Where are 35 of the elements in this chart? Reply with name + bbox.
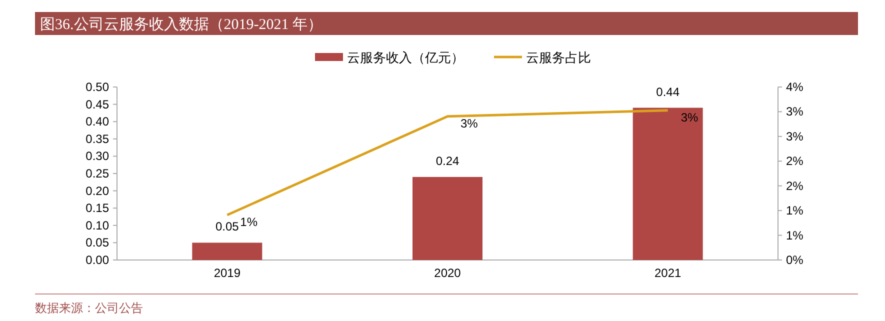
source-note: 数据来源：公司公告 — [35, 301, 143, 315]
x-tick-label: 2021 — [654, 266, 682, 280]
y-tick-label: 0.15 — [86, 201, 110, 216]
y-tick-label: 0.25 — [86, 166, 110, 180]
legend-label: 云服务收入（亿元） — [347, 50, 464, 65]
chart-title: 图36.公司云服务收入数据（2019-2021 年） — [40, 16, 322, 33]
data-label: 1% — [240, 215, 258, 230]
data-label: 3% — [680, 110, 699, 124]
y-tick-label: 0.30 — [86, 149, 110, 164]
y-tick-label: 0.45 — [86, 97, 110, 112]
y2-tick-label: 1% — [786, 228, 804, 242]
y2-tick-label: 3% — [786, 129, 804, 144]
y-tick-label: 0.05 — [86, 236, 110, 250]
y-tick-label: 0.40 — [86, 114, 110, 129]
y2-tick-label: 1% — [786, 204, 804, 218]
y2-tick-label: 2% — [786, 154, 804, 168]
y2-tick-label: 3% — [786, 104, 804, 119]
data-label: 0.44 — [656, 84, 680, 99]
y2-tick-label: 2% — [786, 178, 804, 193]
y-tick-label: 0.10 — [86, 218, 110, 232]
y-tick-label: 0.35 — [86, 132, 110, 146]
y-tick-label: 0.50 — [86, 80, 110, 94]
x-tick-label: 2020 — [434, 266, 462, 280]
legend-label: 云服务占比 — [526, 50, 591, 65]
bar — [412, 176, 482, 260]
data-label: 3% — [460, 116, 478, 130]
y-tick-label: 0.20 — [86, 184, 110, 198]
x-tick-label: 2019 — [214, 266, 241, 280]
bar — [192, 242, 262, 260]
bar — [632, 108, 703, 260]
y2-tick-label: 0% — [786, 253, 804, 267]
y2-tick-label: 4% — [786, 80, 804, 94]
y-tick-label: 0.00 — [86, 253, 110, 267]
data-label: 0.05 — [215, 220, 240, 234]
data-label: 0.24 — [436, 154, 460, 168]
